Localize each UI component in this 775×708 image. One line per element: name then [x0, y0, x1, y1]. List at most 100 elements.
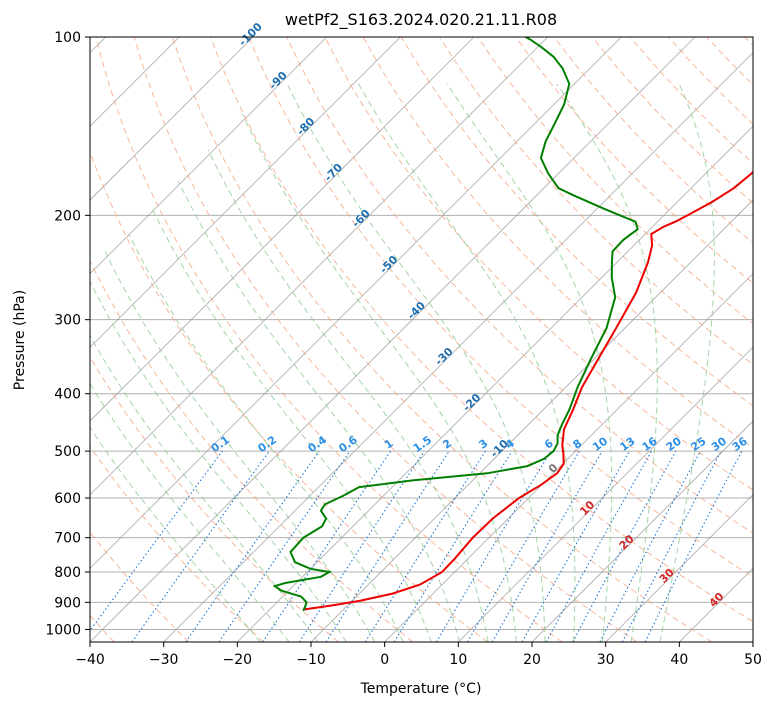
mixing-ratio-line	[298, 450, 425, 642]
moist-adiabat	[90, 426, 261, 642]
isotherm-label: -50	[377, 253, 400, 276]
isotherm-label: -20	[460, 391, 483, 414]
warm-isotherm-label: 20	[617, 532, 637, 552]
overlay-layer	[90, 37, 753, 642]
x-tick-label: −20	[223, 652, 253, 668]
isotherm-line	[605, 494, 753, 642]
warm-isotherm-label: 40	[707, 590, 727, 610]
y-tick-label: 400	[54, 387, 81, 403]
dry-adiabat	[210, 37, 753, 623]
isotherm-line	[163, 52, 753, 642]
temperature-profile-line	[304, 170, 753, 611]
isotherm-line	[752, 641, 753, 642]
mixing-ratio-line	[521, 450, 630, 642]
x-tick-label: 50	[744, 652, 762, 668]
y-tick-label: 800	[54, 565, 81, 581]
moist-adiabat	[446, 83, 613, 642]
mixing-ratio-line	[644, 450, 743, 642]
moist-adiabat	[151, 208, 432, 642]
mixing-ratio-line	[131, 450, 270, 642]
y-axis-label: Pressure (hPa)	[12, 290, 28, 390]
dry-adiabat	[133, 37, 638, 642]
isotherm-line	[90, 37, 475, 422]
isotherm-line	[90, 37, 327, 275]
isotherm-label: -40	[405, 299, 428, 322]
isotherm-line	[679, 567, 753, 642]
isotherm-line	[90, 37, 254, 201]
dry-adiabat	[90, 445, 264, 642]
dry-adiabat	[248, 37, 753, 578]
moist-adiabat	[90, 280, 347, 642]
isotherm-line	[531, 420, 753, 642]
dry-adiabat	[324, 37, 753, 491]
isotherm-line	[90, 37, 401, 348]
isotherm-label: -30	[432, 345, 455, 368]
x-tick-label: −30	[149, 652, 179, 668]
isotherm-label: -90	[267, 69, 290, 92]
mixing-ratio-line	[393, 450, 513, 642]
isotherm-line	[310, 199, 753, 642]
mixing-ratio-label: 0.6	[336, 433, 360, 455]
moist-adiabat	[556, 83, 658, 642]
dry-adiabat	[515, 37, 753, 284]
mixing-ratio-line	[90, 450, 223, 632]
mixing-ratio-line	[435, 450, 552, 642]
isotherm-line	[90, 37, 622, 569]
mixing-ratio-line	[599, 450, 701, 642]
isotherm-line	[237, 125, 753, 642]
moist-adiabat	[104, 251, 376, 642]
mixing-ratio-line	[218, 450, 351, 642]
mixing-ratio-line	[545, 450, 653, 642]
mixing-ratio-label: 1.5	[411, 433, 434, 455]
moist-adiabat	[659, 83, 715, 642]
moist-adiabat	[286, 83, 546, 642]
moist-adiabat	[241, 113, 517, 642]
y-tick-label: 700	[54, 531, 81, 547]
moist-adiabat	[90, 382, 290, 642]
x-tick-label: 40	[670, 652, 688, 668]
mixing-ratio-line	[572, 450, 677, 642]
y-tick-label: 500	[54, 444, 81, 460]
dry-adiabat	[706, 37, 753, 86]
isotherm-label: -100	[236, 20, 265, 49]
y-tick-label: 100	[54, 30, 81, 46]
dry-adiabat	[553, 37, 753, 244]
dry-adiabat	[171, 37, 712, 642]
isotherm-line	[90, 37, 548, 496]
dry-adiabat	[744, 37, 753, 47]
dewpoint-profile-line	[272, 37, 639, 612]
dry-adiabat	[90, 531, 190, 642]
moist-adiabat	[207, 149, 489, 642]
isotherm-label: -80	[294, 115, 317, 138]
mixing-ratio-label: 2	[440, 437, 454, 452]
mixing-ratio-label: 0.1	[209, 433, 232, 455]
isotherm-line	[384, 273, 753, 642]
isotherm-line	[458, 346, 753, 642]
warm-isotherm-label: 10	[577, 498, 597, 518]
x-tick-label: 10	[449, 652, 467, 668]
dry-adiabat	[90, 259, 414, 642]
isotherm-line	[90, 37, 696, 642]
dry-adiabat	[90, 150, 488, 642]
x-tick-label: 30	[597, 652, 615, 668]
dry-adiabat	[286, 37, 753, 534]
mixing-ratio-line	[185, 450, 320, 642]
dry-adiabat	[668, 37, 753, 125]
x-axis-label: Temperature (°C)	[360, 681, 482, 697]
x-tick-label: 0	[380, 652, 389, 668]
dry-adiabat	[591, 37, 753, 204]
x-tick-label: 20	[523, 652, 541, 668]
overlay-label-layer: 0.1 0.2 0.4 0.6 1 1.5 2 3 4 6 8 10 13 16 20 25 30 36-100-…	[209, 20, 750, 610]
chart-title: wetPf2_S163.2024.020.21.11.R08	[285, 10, 557, 30]
isotherm-label: -60	[350, 207, 373, 230]
y-tick-label: 900	[54, 595, 81, 611]
dry-adiabat	[95, 37, 563, 642]
y-tick-label: 600	[54, 491, 81, 507]
moist-adiabat	[177, 180, 461, 642]
dry-adiabat	[90, 356, 339, 642]
y-tick-label: 200	[54, 208, 81, 224]
mixing-ratio-line	[262, 450, 392, 642]
grid-layer	[90, 37, 753, 642]
plot-frame	[89, 36, 754, 643]
